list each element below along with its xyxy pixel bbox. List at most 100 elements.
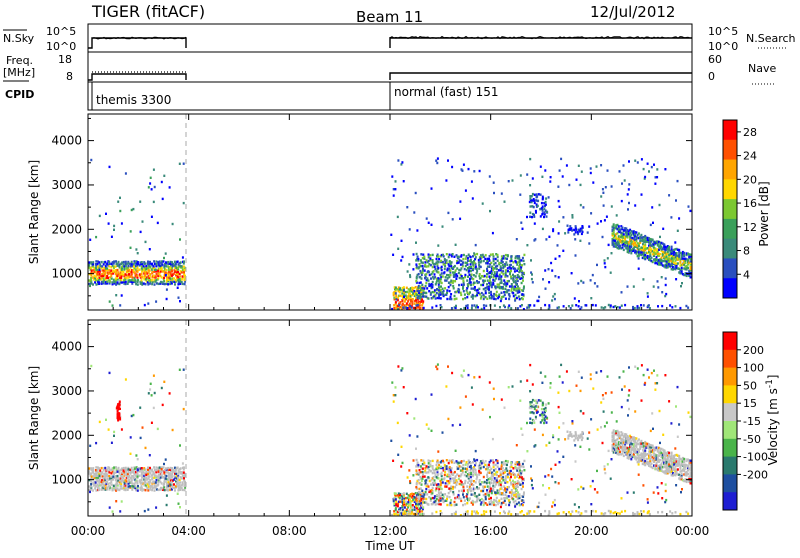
scatter-cell [447, 212, 449, 214]
scatter-cell [650, 224, 652, 226]
scatter-cell [463, 284, 465, 286]
scatter-cell [179, 163, 181, 165]
scatter-cell [564, 438, 566, 440]
scatter-cell [104, 467, 106, 469]
scatter-cell [604, 306, 606, 308]
scatter-cell [465, 464, 467, 466]
scatter-cell [533, 198, 535, 200]
scatter-cell [181, 471, 183, 473]
scatter-cell [103, 277, 105, 279]
scatter-cell [473, 274, 475, 276]
scatter-cell [403, 502, 405, 504]
scatter-cell [643, 510, 645, 512]
scatter-cell [90, 274, 92, 276]
scatter-cell [154, 489, 156, 491]
scatter-cell [405, 497, 407, 499]
scatter-cell [529, 364, 531, 366]
scatter-cell [515, 294, 517, 296]
scatter-cell [141, 471, 143, 473]
scatter-cell [610, 304, 612, 306]
scatter-cell [108, 467, 110, 469]
scatter-cell [474, 286, 476, 288]
scatter-cell [89, 445, 91, 447]
scatter-cell [647, 163, 649, 165]
scatter-cell [449, 476, 451, 478]
scatter-cell [459, 424, 461, 426]
scatter-cell [408, 469, 410, 471]
scatter-cell [446, 253, 448, 255]
scatter-cell [136, 480, 138, 482]
scatter-cell [597, 428, 599, 430]
scatter-cell [450, 504, 452, 506]
scatter-cell [498, 294, 500, 296]
scatter-cell [422, 272, 424, 274]
scatter-cell [421, 510, 423, 512]
scatter-cell [687, 259, 689, 261]
scatter-cell [106, 263, 108, 265]
y-tick-label: 4000 [51, 134, 82, 148]
scatter-cell [419, 500, 421, 502]
scatter-cell [151, 489, 153, 491]
scatter-cell [653, 285, 655, 287]
scatter-cell [456, 267, 458, 269]
scatter-cell [534, 222, 536, 224]
scatter-cell [174, 283, 176, 285]
scatter-cell [112, 475, 114, 477]
scatter-cell [490, 276, 492, 278]
scatter-cell [562, 250, 564, 252]
scatter-cell [528, 512, 530, 514]
scatter-cell [480, 490, 482, 492]
scatter-cell [495, 464, 497, 466]
scatter-cell [163, 260, 165, 262]
scatter-cell [676, 252, 678, 254]
scatter-cell [419, 482, 421, 484]
scatter-cell [679, 307, 681, 309]
scatter-cell [130, 247, 132, 249]
scatter-cell [489, 381, 491, 383]
scatter-cell [497, 460, 499, 462]
scatter-cell [523, 254, 525, 256]
freq-trace-2 [390, 73, 692, 80]
scatter-cell [113, 466, 115, 468]
scatter-cell [590, 279, 592, 281]
scatter-cell [123, 261, 125, 263]
scatter-cell [551, 269, 553, 271]
scatter-cell [478, 494, 480, 496]
scatter-cell [440, 289, 442, 291]
scatter-cell [135, 268, 137, 270]
scatter-cell [552, 434, 554, 436]
scatter-cell [567, 231, 569, 233]
scatter-cell [177, 275, 179, 277]
scatter-cell [170, 278, 172, 280]
scatter-cell [466, 485, 468, 487]
scatter-cell [488, 498, 490, 500]
scatter-cell [427, 265, 429, 267]
y-tick-label: 1000 [51, 267, 82, 281]
scatter-cell [421, 284, 423, 286]
scatter-cell [123, 479, 125, 481]
scatter-cell [391, 381, 393, 383]
scatter-cell [418, 503, 420, 505]
scatter-cell [546, 421, 548, 423]
scatter-cell [657, 251, 659, 253]
scatter-cell [128, 262, 130, 264]
scatter-cell [514, 481, 516, 483]
scatter-cell [405, 291, 407, 293]
scatter-cell [512, 472, 514, 474]
scatter-cell [117, 410, 119, 412]
scatter-cell [115, 265, 117, 267]
scatter-cell [440, 285, 442, 287]
scatter-cell [112, 304, 114, 306]
scatter-cell [115, 466, 117, 468]
scatter-cell [459, 406, 461, 408]
scatter-cell [690, 276, 692, 278]
scatter-cell [510, 476, 512, 478]
scatter-cell [606, 422, 608, 424]
scatter-cell [123, 263, 125, 265]
scatter-cell [530, 411, 532, 413]
scatter-cell [113, 260, 115, 262]
scatter-cell [151, 422, 153, 424]
scatter-cell [412, 292, 414, 294]
scatter-cell [141, 261, 143, 263]
